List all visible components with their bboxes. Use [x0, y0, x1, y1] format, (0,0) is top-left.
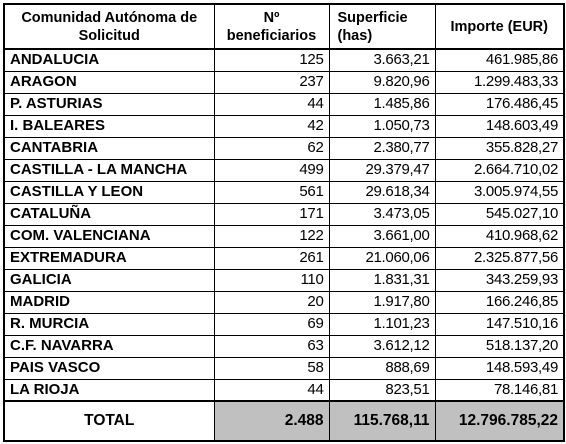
- cell-importe: 2.664.710,02: [434, 158, 565, 182]
- cell-beneficiarios: 20: [213, 290, 330, 314]
- table-row: MADRID 20 1.917,80 166.246,85: [3, 290, 565, 314]
- table-row: ANDALUCIA 125 3.663,21 461.985,86: [3, 48, 565, 72]
- cell-comunidad: CASTILLA - LA MANCHA: [3, 158, 215, 182]
- cell-beneficiarios: 261: [213, 246, 330, 270]
- cell-importe: 148.603,49: [434, 114, 565, 138]
- cell-comunidad: CANTABRIA: [3, 136, 215, 160]
- cell-beneficiarios: 237: [213, 70, 330, 94]
- total-label: TOTAL: [3, 400, 215, 442]
- cell-importe: 343.259,93: [434, 268, 565, 292]
- cell-comunidad: PAIS VASCO: [3, 356, 215, 380]
- cell-superficie: 9.820,96: [328, 70, 436, 94]
- cell-beneficiarios: 62: [213, 136, 330, 160]
- cell-superficie: 888,69: [328, 356, 436, 380]
- cell-importe: 355.828,27: [434, 136, 565, 160]
- cell-superficie: 29.618,34: [328, 180, 436, 204]
- cell-superficie: 29.379,47: [328, 158, 436, 182]
- table-header: Comunidad Autónoma de Solicitud Nº benef…: [3, 3, 565, 50]
- cell-superficie: 1.050,73: [328, 114, 436, 138]
- cell-comunidad: P. ASTURIAS: [3, 92, 215, 116]
- header-comunidad: Comunidad Autónoma de Solicitud: [3, 3, 215, 50]
- cell-superficie: 3.473,05: [328, 202, 436, 226]
- header-superficie: Superficie (has): [328, 3, 436, 50]
- table-row: EXTREMADURA 261 21.060,06 2.325.877,56: [3, 246, 565, 270]
- table-row: ARAGON 237 9.820,96 1.299.483,33: [3, 70, 565, 94]
- cell-superficie: 2.380,77: [328, 136, 436, 160]
- cell-beneficiarios: 44: [213, 378, 330, 402]
- cell-comunidad: CATALUÑA: [3, 202, 215, 226]
- cell-superficie: 21.060,06: [328, 246, 436, 270]
- cell-beneficiarios: 44: [213, 92, 330, 116]
- cell-superficie: 1.101,23: [328, 312, 436, 336]
- cell-superficie: 1.831,31: [328, 268, 436, 292]
- cell-comunidad: CASTILLA Y LEON: [3, 180, 215, 204]
- table-row: I. BALEARES 42 1.050,73 148.603,49: [3, 114, 565, 138]
- cell-beneficiarios: 42: [213, 114, 330, 138]
- cell-importe: 78.146,81: [434, 378, 565, 402]
- table-row: COM. VALENCIANA 122 3.661,00 410.968,62: [3, 224, 565, 248]
- cell-beneficiarios: 110: [213, 268, 330, 292]
- cell-importe: 2.325.877,56: [434, 246, 565, 270]
- cell-importe: 166.246,85: [434, 290, 565, 314]
- total-importe: 12.796.785,22: [434, 400, 565, 442]
- table-row: P. ASTURIAS 44 1.485,86 176.486,45: [3, 92, 565, 116]
- table-footer: TOTAL 2.488 115.768,11 12.796.785,22: [3, 400, 565, 442]
- cell-comunidad: MADRID: [3, 290, 215, 314]
- table-row: CANTABRIA 62 2.380,77 355.828,27: [3, 136, 565, 160]
- cell-beneficiarios: 499: [213, 158, 330, 182]
- cell-importe: 518.137,20: [434, 334, 565, 358]
- cell-beneficiarios: 125: [213, 48, 330, 72]
- table-row: LA RIOJA 44 823,51 78.146,81: [3, 378, 565, 402]
- cell-superficie: 3.661,00: [328, 224, 436, 248]
- cell-comunidad: GALICIA: [3, 268, 215, 292]
- cell-comunidad: LA RIOJA: [3, 378, 215, 402]
- cell-comunidad: EXTREMADURA: [3, 246, 215, 270]
- cell-beneficiarios: 561: [213, 180, 330, 204]
- cell-importe: 545.027,10: [434, 202, 565, 226]
- cell-beneficiarios: 63: [213, 334, 330, 358]
- table-body: ANDALUCIA 125 3.663,21 461.985,86 ARAGON…: [3, 48, 565, 402]
- cell-comunidad: ANDALUCIA: [3, 48, 215, 72]
- cell-beneficiarios: 122: [213, 224, 330, 248]
- table-row: CASTILLA - LA MANCHA 499 29.379,47 2.664…: [3, 158, 565, 182]
- cell-comunidad: R. MURCIA: [3, 312, 215, 336]
- cell-beneficiarios: 69: [213, 312, 330, 336]
- cell-importe: 147.510,16: [434, 312, 565, 336]
- header-row: Comunidad Autónoma de Solicitud Nº benef…: [3, 3, 565, 50]
- cell-importe: 3.005.974,55: [434, 180, 565, 204]
- total-superficie: 115.768,11: [328, 400, 436, 442]
- cell-beneficiarios: 171: [213, 202, 330, 226]
- beneficiaries-table: Comunidad Autónoma de Solicitud Nº benef…: [3, 3, 565, 442]
- total-row: TOTAL 2.488 115.768,11 12.796.785,22: [3, 400, 565, 442]
- cell-importe: 410.968,62: [434, 224, 565, 248]
- table-row: CATALUÑA 171 3.473,05 545.027,10: [3, 202, 565, 226]
- cell-superficie: 3.612,12: [328, 334, 436, 358]
- header-importe: Importe (EUR): [434, 3, 565, 50]
- table-row: PAIS VASCO 58 888,69 148.593,49: [3, 356, 565, 380]
- cell-importe: 461.985,86: [434, 48, 565, 72]
- cell-comunidad: COM. VALENCIANA: [3, 224, 215, 248]
- cell-importe: 176.486,45: [434, 92, 565, 116]
- total-beneficiarios: 2.488: [213, 400, 330, 442]
- cell-superficie: 3.663,21: [328, 48, 436, 72]
- table-row: CASTILLA Y LEON 561 29.618,34 3.005.974,…: [3, 180, 565, 204]
- cell-importe: 1.299.483,33: [434, 70, 565, 94]
- cell-superficie: 1.485,86: [328, 92, 436, 116]
- table-row: R. MURCIA 69 1.101,23 147.510,16: [3, 312, 565, 336]
- cell-comunidad: ARAGON: [3, 70, 215, 94]
- header-beneficiarios: Nº beneficiarios: [213, 3, 330, 50]
- cell-beneficiarios: 58: [213, 356, 330, 380]
- cell-superficie: 1.917,80: [328, 290, 436, 314]
- cell-comunidad: C.F. NAVARRA: [3, 334, 215, 358]
- cell-comunidad: I. BALEARES: [3, 114, 215, 138]
- table-row: C.F. NAVARRA 63 3.612,12 518.137,20: [3, 334, 565, 358]
- table-row: GALICIA 110 1.831,31 343.259,93: [3, 268, 565, 292]
- cell-importe: 148.593,49: [434, 356, 565, 380]
- cell-superficie: 823,51: [328, 378, 436, 402]
